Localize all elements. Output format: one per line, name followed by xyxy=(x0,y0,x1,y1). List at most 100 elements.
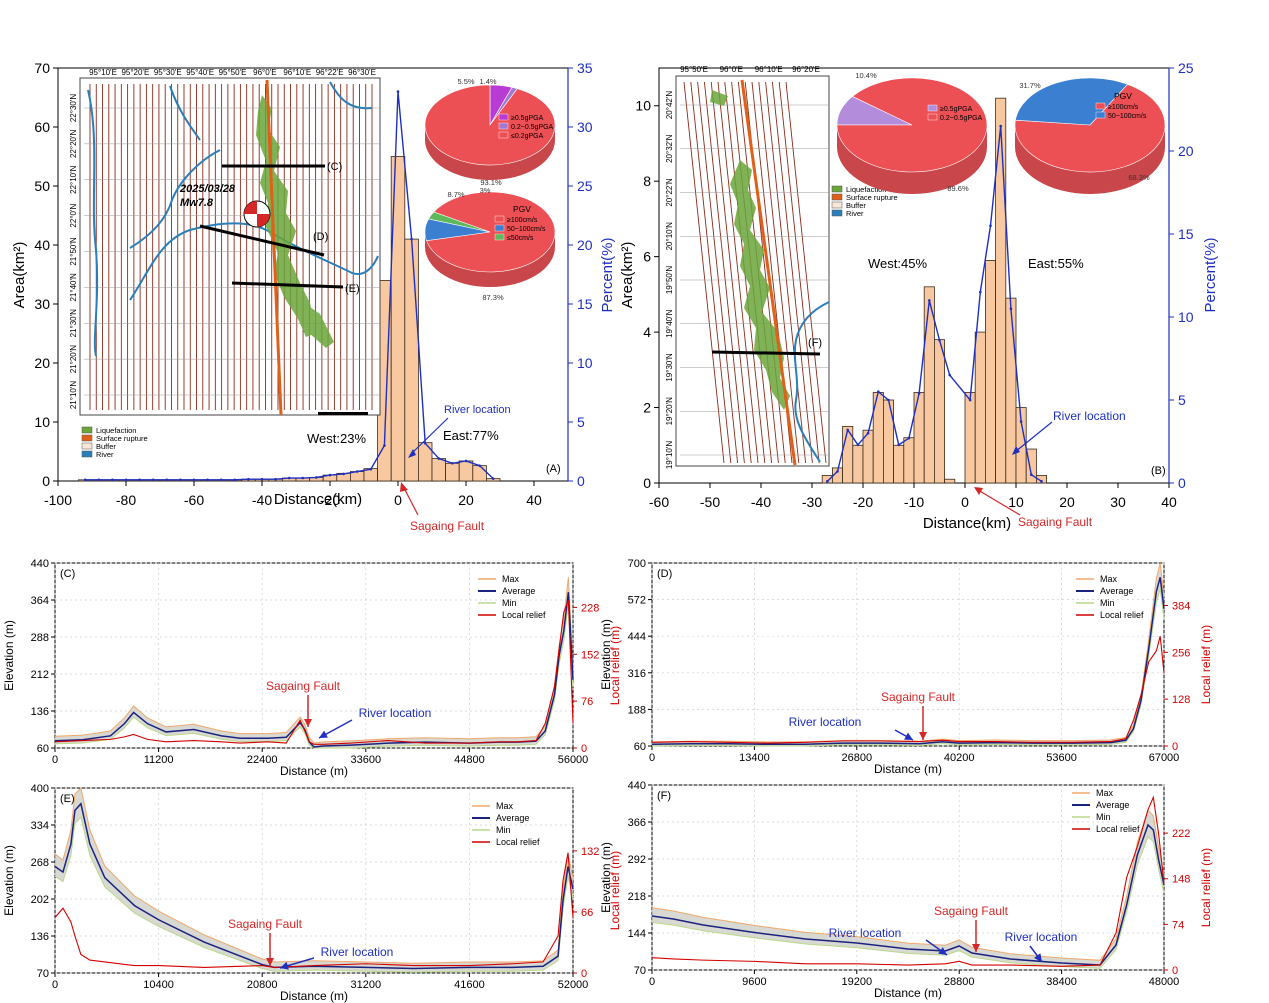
panel-b-map-river xyxy=(793,301,830,463)
y-tick-label: 60 xyxy=(37,743,49,755)
legend-label: Min xyxy=(1100,598,1115,608)
pie-legend-swatch xyxy=(1095,111,1106,119)
panel-b-label: (B) xyxy=(1151,465,1166,477)
panel-a-event-mag: Mw7.8 xyxy=(180,197,214,209)
panel-a-profile-e xyxy=(231,281,344,289)
panel-b-fault-arrowhead xyxy=(974,487,983,495)
y2-tick-label: 35 xyxy=(577,60,593,76)
buffer-line xyxy=(683,81,725,464)
map-lat-label: 19°40'N xyxy=(665,309,674,338)
min-line xyxy=(54,604,574,749)
map-lat-label: 20°22'N xyxy=(665,178,674,207)
map-lon-label: 95°50'E xyxy=(680,65,708,74)
panel-b-y2label: Percent(%) xyxy=(1202,237,1219,312)
b-bar xyxy=(1036,475,1048,484)
panel-b-fault-arrow xyxy=(977,489,1021,516)
map-lon-label: 96°20'E xyxy=(792,65,820,74)
panel-a-map-frame xyxy=(79,77,381,416)
y-tick-label: 292 xyxy=(628,854,646,866)
pie-legend-label: ≤50cm/s xyxy=(507,235,534,242)
pie-legend-label: ≤0.2gPGA xyxy=(511,133,544,140)
panel-f-fault-label: Sagaing Fault xyxy=(934,904,1009,918)
panel-c-river-label: River location xyxy=(359,706,432,720)
x-tick-label: 20 xyxy=(458,492,474,508)
panel-a-fault-arrowhead xyxy=(400,482,408,492)
panel-a-label: (A) xyxy=(546,463,561,475)
pie-label: 10.4% xyxy=(855,71,877,80)
y-tick-label: 8 xyxy=(643,173,651,189)
pie-legend-label: 0.2~0.5gPGA xyxy=(940,115,983,122)
panel-f-river-label-1-arrowhead xyxy=(938,947,947,955)
panel-a-map: (C) (D) (E) 2025/03/28 Mw7.8 95°10'E 95°2… xyxy=(69,68,381,459)
pie-title: PGV xyxy=(513,204,531,214)
a-bar xyxy=(404,238,419,482)
y2-tick-label: 66 xyxy=(581,907,593,919)
pie-title: PGV xyxy=(1114,91,1132,101)
panel-b-bars xyxy=(821,97,1048,484)
y2-tick-label: 384 xyxy=(1172,600,1190,612)
b-bar xyxy=(934,339,946,484)
map-legend-label: Liquefaction xyxy=(846,185,886,194)
x-tick-label: 40 xyxy=(526,492,542,508)
y-tick-label: 218 xyxy=(628,891,646,903)
y-tick-label: 316 xyxy=(628,668,646,680)
panel-f-river-label-2: River location xyxy=(1005,930,1078,944)
legend-label: Local relief xyxy=(496,837,540,847)
panel-c-ylabel: Elevation (m) xyxy=(2,620,16,691)
map-lat-label: 22°0'N xyxy=(69,203,78,227)
x-tick-label: -20 xyxy=(853,494,873,510)
panel-a-fault-arrow xyxy=(402,485,419,516)
map-legend-swatch xyxy=(831,185,843,193)
panel-a-map-rupture xyxy=(265,79,283,416)
panel-a-pie-pgv: 8.7% 3% 87.3% PGV ≥100cm/s 50~100cm/s ≤50cm/s xyxy=(424,186,556,302)
local-relief-line xyxy=(54,599,574,745)
y-tick-label: 572 xyxy=(628,595,646,607)
b-bar xyxy=(883,399,895,484)
a-bar xyxy=(458,460,474,482)
y-tick-label: 70 xyxy=(37,968,49,980)
y2-tick-label: 148 xyxy=(1172,874,1190,886)
map-legend-label: River xyxy=(846,209,864,218)
panel-e-ylabel: Elevation (m) xyxy=(2,845,16,916)
y2-tick-label: 132 xyxy=(581,846,599,858)
pie-legend-swatch xyxy=(927,113,938,121)
y-tick-label: 40 xyxy=(34,237,50,253)
x-tick-label: -100 xyxy=(44,492,72,508)
panel-a-percent-line xyxy=(85,91,494,481)
b-bar xyxy=(985,260,997,484)
y-tick-label: 202 xyxy=(31,894,49,906)
x-tick-label: 38400 xyxy=(1046,976,1077,988)
local-relief-line xyxy=(651,636,1165,744)
legend-label: Max xyxy=(502,574,520,584)
map-lat-label: 21°10'N xyxy=(69,381,78,410)
panel-b: -60 -50 -40 -30 -20 -10 0 10 20 30 40 0 2 4 6 8 10 0 5 10… xyxy=(619,60,1219,532)
legend-label: Average xyxy=(502,586,535,596)
x-tick-label: 30 xyxy=(1110,494,1126,510)
y2-tick-label: 5 xyxy=(577,414,585,430)
b-bar xyxy=(903,437,915,484)
panel-a-profile-c-label: (C) xyxy=(327,161,342,173)
pie-label: 8.7% xyxy=(447,190,464,199)
y-tick-label: 188 xyxy=(628,704,646,716)
panel-d-river-label-arrowhead xyxy=(904,732,913,740)
panel-c-label: (C) xyxy=(60,568,75,580)
panel-a-west-label: West:23% xyxy=(307,431,366,446)
panel-a-map-lon-ticks: 95°10'E 95°20'E 95°30'E 95°40'E 95°50'E 96°0'… xyxy=(89,68,376,77)
panel-f-y2label: Local relief (m) xyxy=(1199,848,1213,927)
elevation-band xyxy=(55,788,573,973)
y2-tick-label: 25 xyxy=(577,178,593,194)
panel-a-river-arrow xyxy=(409,417,449,456)
x-tick-label: 20800 xyxy=(247,979,278,991)
panel-b-map-liquefaction xyxy=(710,90,790,410)
pie-slice xyxy=(424,84,556,166)
min-line xyxy=(651,835,1165,969)
map-legend-label: Liquefaction xyxy=(96,426,136,435)
x-tick-label: 0 xyxy=(52,979,58,991)
y-tick-label: 10 xyxy=(635,98,651,114)
x-tick-label: 13400 xyxy=(739,752,770,764)
b-bar xyxy=(1025,448,1037,484)
legend-label: Average xyxy=(1096,800,1129,810)
y2-tick-label: 20 xyxy=(1178,143,1194,159)
